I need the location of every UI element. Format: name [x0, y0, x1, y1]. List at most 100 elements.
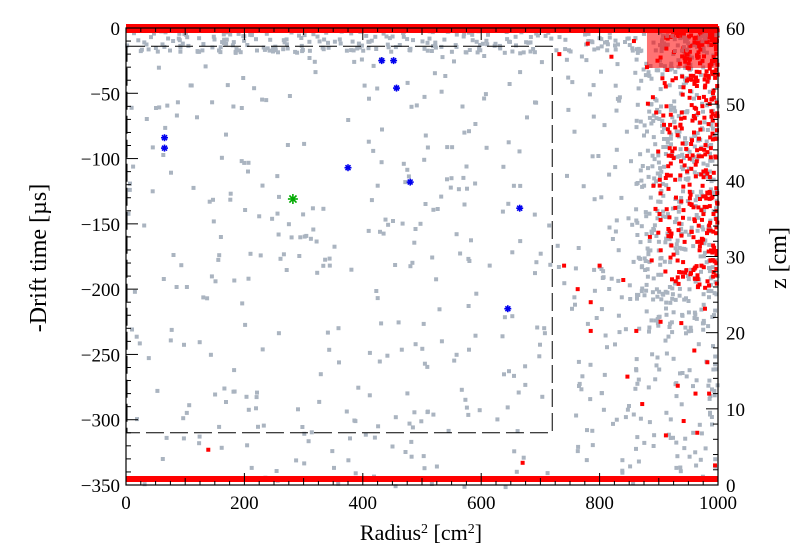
- background-point: [699, 236, 704, 241]
- background-point: [233, 49, 238, 54]
- background-point: [210, 100, 215, 105]
- background-point: [680, 152, 685, 157]
- background-point: [375, 86, 380, 91]
- background-point: [708, 412, 712, 417]
- background-point: [666, 334, 671, 339]
- background-point: [346, 118, 351, 122]
- background-point: [668, 103, 673, 108]
- background-point: [576, 359, 581, 364]
- background-point: [423, 133, 428, 138]
- x-tick-label: 1000: [699, 493, 737, 514]
- background-point: [366, 139, 371, 144]
- background-point: [454, 232, 459, 237]
- background-point: [628, 464, 633, 469]
- background-point: [317, 39, 322, 44]
- background-point: [657, 289, 662, 294]
- background-point: [705, 103, 710, 108]
- background-point: [623, 40, 627, 44]
- background-point: [702, 241, 707, 246]
- background-point: [680, 167, 685, 172]
- background-point: [369, 38, 374, 43]
- background-point: [678, 465, 683, 470]
- background-point: [482, 96, 487, 101]
- background-point: [675, 251, 680, 256]
- background-point: [652, 223, 657, 228]
- background-point: [450, 145, 455, 150]
- y-tick-label: −100: [81, 150, 120, 171]
- background-point: [713, 362, 718, 367]
- data-points-layer: [161, 39, 718, 468]
- background-point: [702, 254, 706, 259]
- background-point: [691, 244, 696, 249]
- background-point: [706, 383, 711, 388]
- background-point: [651, 297, 656, 302]
- background-point: [669, 243, 674, 248]
- background-point: [667, 83, 672, 88]
- background-point: [715, 111, 720, 116]
- background-point: [351, 48, 356, 53]
- background-point: [389, 49, 394, 54]
- background-point: [439, 339, 444, 344]
- background-point: [660, 72, 665, 77]
- background-point: [661, 113, 666, 118]
- background-point: [599, 307, 604, 312]
- red-square-point: [693, 391, 698, 396]
- background-point: [439, 194, 444, 199]
- background-point: [203, 64, 208, 69]
- background-point: [692, 170, 697, 175]
- background-point: [318, 372, 323, 377]
- background-point: [703, 83, 708, 88]
- background-point: [528, 40, 533, 45]
- background-point: [613, 38, 618, 43]
- background-point: [502, 50, 507, 55]
- background-point: [672, 281, 677, 286]
- background-point: [454, 352, 459, 357]
- background-point: [228, 197, 233, 202]
- background-point: [399, 347, 404, 352]
- background-point: [157, 105, 162, 110]
- background-point: [467, 259, 472, 263]
- background-point: [506, 140, 511, 145]
- background-point: [677, 129, 682, 134]
- background-point: [356, 41, 361, 46]
- background-point: [680, 74, 685, 79]
- y-axis-title: -Drift time [µs]: [26, 184, 52, 332]
- background-point: [374, 289, 379, 293]
- background-point: [670, 286, 675, 291]
- background-point: [150, 145, 155, 150]
- background-point: [675, 238, 680, 243]
- background-point: [631, 481, 636, 485]
- background-point: [692, 316, 697, 320]
- background-point: [709, 114, 714, 119]
- background-point: [645, 274, 650, 279]
- background-point: [688, 89, 693, 94]
- background-point: [160, 457, 165, 461]
- red-square-point: [701, 194, 706, 199]
- background-point: [670, 78, 675, 83]
- background-point: [668, 136, 673, 141]
- background-point: [538, 342, 542, 347]
- background-point: [613, 342, 617, 347]
- background-point: [256, 424, 260, 429]
- background-point: [697, 172, 701, 176]
- background-point: [425, 364, 430, 369]
- background-point: [641, 67, 646, 72]
- red-square-point: [649, 258, 654, 263]
- background-point: [430, 255, 435, 260]
- background-point: [658, 199, 663, 204]
- background-point: [687, 166, 691, 171]
- background-point: [131, 164, 136, 169]
- background-point: [297, 33, 301, 38]
- background-point: [669, 234, 673, 239]
- blue-star-point: [161, 134, 168, 142]
- background-point: [555, 243, 560, 248]
- background-point: [658, 174, 663, 178]
- background-point: [242, 38, 247, 43]
- red-square-point: [675, 383, 680, 388]
- background-point: [688, 192, 693, 197]
- background-point: [207, 199, 212, 204]
- background-point: [673, 246, 678, 251]
- background-point: [484, 145, 489, 150]
- background-point: [706, 122, 711, 127]
- background-point: [129, 105, 134, 110]
